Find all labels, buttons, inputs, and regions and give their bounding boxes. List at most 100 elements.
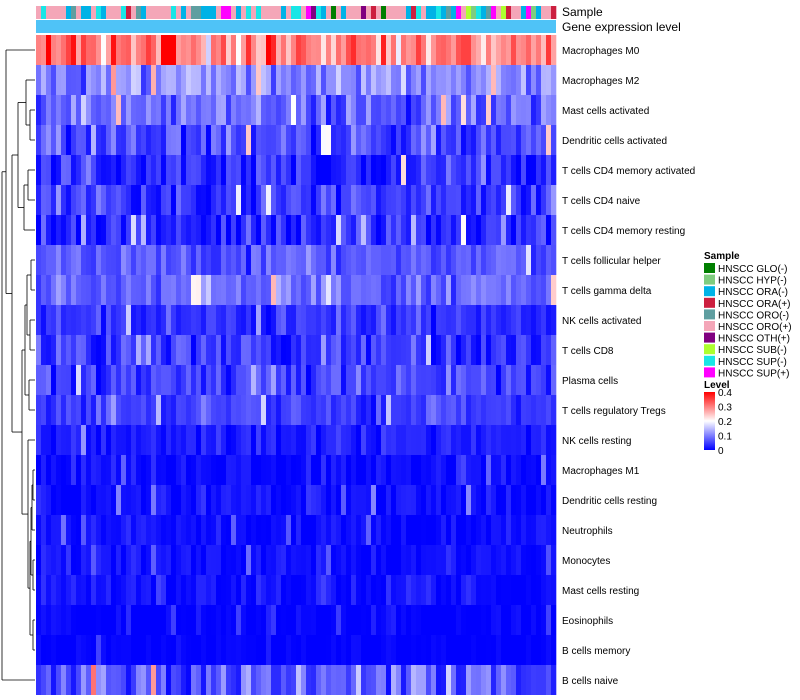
heatmap-cell [466,35,472,65]
heatmap-cell [201,395,207,425]
heatmap-cell [371,545,377,575]
heatmap-cell [471,275,477,305]
heatmap-cell [506,545,512,575]
heatmap-cell [176,155,182,185]
heatmap-cell [46,545,52,575]
heatmap-cell [371,605,377,635]
heatmap-cell [486,485,492,515]
heatmap-cell [356,335,362,365]
heatmap-cell [286,95,292,125]
row-label: Plasma cells [562,376,618,387]
heatmap-cell [506,275,512,305]
heatmap-cell [266,125,272,155]
heatmap-cell [166,185,172,215]
heatmap-cell [526,635,532,665]
heatmap-cell [156,665,162,695]
heatmap-cell [466,545,472,575]
heatmap-cell [216,545,222,575]
heatmap-cell [106,485,112,515]
heatmap-cell [531,395,537,425]
heatmap-cell [196,425,202,455]
heatmap-cell [271,275,277,305]
heatmap-cell [421,335,427,365]
heatmap-cell [346,455,352,485]
heatmap-cell [301,95,307,125]
heatmap-cell [476,365,482,395]
heatmap-cell [341,95,347,125]
heatmap-cell [61,665,67,695]
row-label: Eosinophils [562,616,613,627]
heatmap-cell [211,215,217,245]
heatmap-cell [371,395,377,425]
heatmap-cell [326,545,332,575]
heatmap-cell [41,215,47,245]
heatmap-cell [296,215,302,245]
heatmap-cell [536,275,542,305]
sample-cell [291,6,297,19]
heatmap-cell [176,185,182,215]
heatmap-cell [181,155,187,185]
heatmap-cell [326,155,332,185]
heatmap-cell [266,185,272,215]
heatmap-cell [501,575,507,605]
heatmap-cell [406,275,412,305]
heatmap-cell [196,635,202,665]
heatmap-cell [201,365,207,395]
heatmap-cell [456,335,462,365]
heatmap-cell [226,275,232,305]
heatmap-cell [201,665,207,695]
heatmap-cell [361,455,367,485]
heatmap-cell [276,155,282,185]
heatmap-cell [361,485,367,515]
heatmap-cell [451,485,457,515]
heatmap-cell [366,515,372,545]
heatmap-cell [431,665,437,695]
heatmap-cell [91,485,97,515]
heatmap-cell [166,65,172,95]
heatmap-cell [101,545,107,575]
heatmap-cell [426,425,432,455]
heatmap-cell [56,245,62,275]
heatmap-cell [261,65,267,95]
sample-cell [341,6,347,19]
heatmap-cell [251,365,257,395]
heatmap-cell [411,125,417,155]
heatmap-cell [126,35,132,65]
heatmap-cell [61,635,67,665]
heatmap-cell [286,275,292,305]
heatmap-cell [501,155,507,185]
heatmap-cell [221,35,227,65]
heatmap-cell [136,455,142,485]
heatmap-cell [391,245,397,275]
heatmap-cell [121,215,127,245]
heatmap-cell [446,335,452,365]
heatmap-cell [91,455,97,485]
heatmap-cell [106,215,112,245]
sample-cell [316,6,322,19]
heatmap-cell [101,335,107,365]
heatmap-cell [421,155,427,185]
heatmap-cell [76,305,82,335]
heatmap-cell [331,425,337,455]
heatmap-cell [451,35,457,65]
heatmap-cell [121,605,127,635]
sample-cell [436,6,442,19]
heatmap-cell [356,425,362,455]
heatmap-cell [331,665,337,695]
heatmap-cell [486,155,492,185]
heatmap-cell [166,275,172,305]
heatmap-cell [251,185,257,215]
heatmap-cell [301,395,307,425]
heatmap-cell [341,605,347,635]
heatmap-cell [66,665,72,695]
heatmap-cell [231,125,237,155]
heatmap-cell [486,365,492,395]
heatmap-cell [391,665,397,695]
heatmap-cell [61,365,67,395]
heatmap-cell [266,275,272,305]
heatmap-cell [381,395,387,425]
heatmap-cell [511,485,517,515]
heatmap-cell [171,425,177,455]
heatmap-cell [136,635,142,665]
heatmap-cell [286,395,292,425]
